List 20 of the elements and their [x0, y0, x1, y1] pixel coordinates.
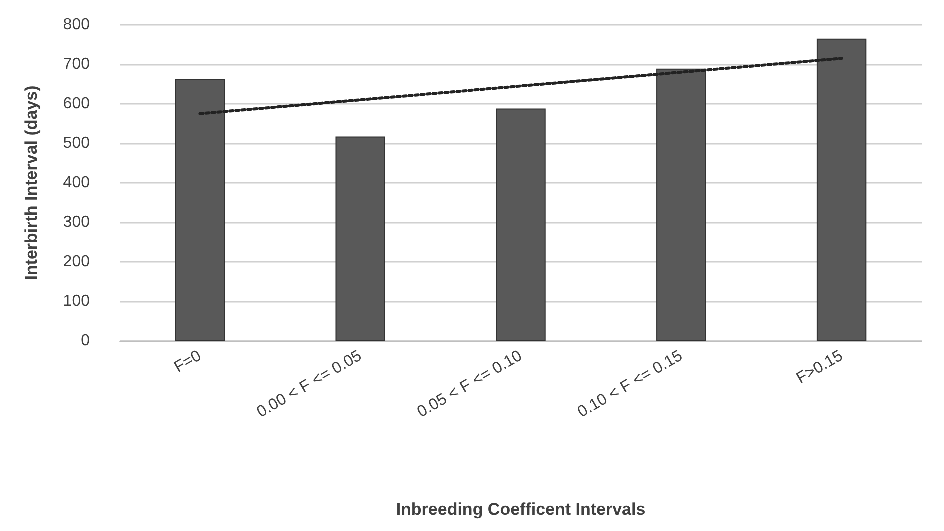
bar: [656, 68, 706, 341]
x-tick-label: 0.10 < F <= 0.15: [575, 348, 686, 422]
bar: [175, 79, 226, 341]
y-tick-label: 700: [63, 56, 90, 73]
bar: [496, 108, 546, 341]
bar: [816, 38, 867, 341]
bar: [336, 136, 386, 341]
x-tick-label: 0.00 < F <= 0.05: [254, 348, 365, 422]
y-tick-label: 0: [81, 332, 90, 350]
y-tick-label: 500: [63, 135, 90, 152]
x-axis-title: Inbreeding Coefficent Intervals: [396, 500, 646, 519]
x-tick-label: 0.05 < F <= 0.10: [414, 348, 526, 422]
y-axis-title: Interbirth Interval (days): [22, 86, 41, 280]
y-tick-label: 600: [63, 96, 90, 112]
y-tick-label: 400: [63, 174, 90, 192]
x-tick-label: F=0: [172, 348, 205, 376]
y-tick-label: 100: [63, 293, 90, 310]
y-tick-label: 300: [63, 214, 90, 231]
y-tick-label: 800: [63, 16, 90, 34]
y-tick-label: 200: [63, 254, 90, 270]
